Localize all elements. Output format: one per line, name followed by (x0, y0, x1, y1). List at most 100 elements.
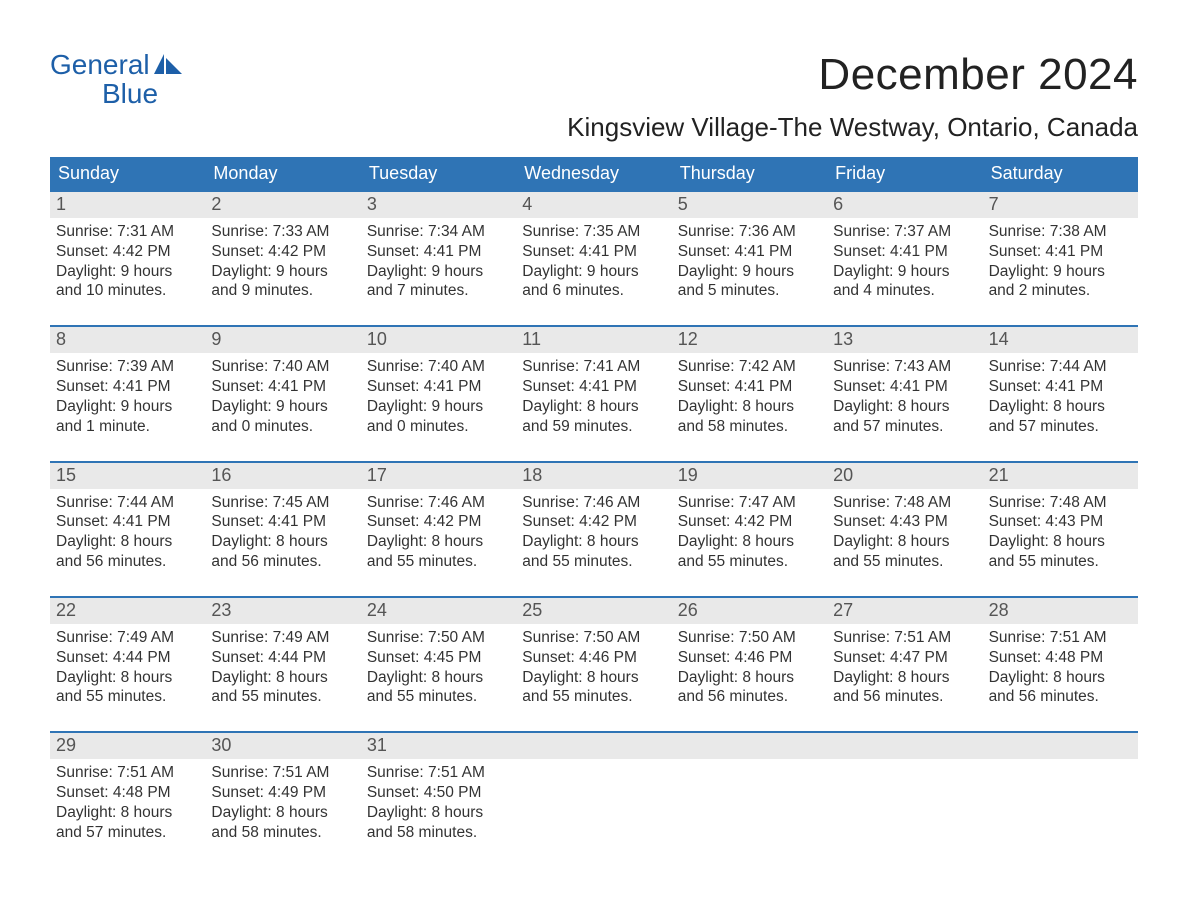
sunrise-line: Sunrise: 7:37 AM (833, 222, 976, 242)
sunset-line: Sunset: 4:46 PM (678, 648, 821, 668)
day-body: Sunrise: 7:44 AMSunset: 4:41 PMDaylight:… (983, 353, 1138, 442)
day-number: 31 (361, 733, 516, 759)
daylight-line: Daylight: 8 hours and 57 minutes. (989, 397, 1132, 437)
sunrise-line: Sunrise: 7:48 AM (989, 493, 1132, 513)
sunrise-line: Sunrise: 7:41 AM (522, 357, 665, 377)
sunset-line: Sunset: 4:44 PM (56, 648, 199, 668)
daylight-line: Daylight: 8 hours and 55 minutes. (211, 668, 354, 708)
day-number: 19 (672, 463, 827, 489)
brand-word2: Blue (102, 78, 158, 109)
day-number: . (516, 733, 671, 759)
brand-word1: General (50, 50, 150, 79)
sunset-line: Sunset: 4:41 PM (211, 377, 354, 397)
daylight-line: Daylight: 8 hours and 57 minutes. (833, 397, 976, 437)
sunrise-line: Sunrise: 7:43 AM (833, 357, 976, 377)
sunrise-line: Sunrise: 7:42 AM (678, 357, 821, 377)
calendar-week: 8Sunrise: 7:39 AMSunset: 4:41 PMDaylight… (50, 325, 1138, 442)
sunrise-line: Sunrise: 7:39 AM (56, 357, 199, 377)
day-number: 18 (516, 463, 671, 489)
day-body: Sunrise: 7:45 AMSunset: 4:41 PMDaylight:… (205, 489, 360, 578)
day-body: Sunrise: 7:34 AMSunset: 4:41 PMDaylight:… (361, 218, 516, 307)
sunrise-line: Sunrise: 7:46 AM (522, 493, 665, 513)
sunrise-line: Sunrise: 7:34 AM (367, 222, 510, 242)
day-body: Sunrise: 7:44 AMSunset: 4:41 PMDaylight:… (50, 489, 205, 578)
sunset-line: Sunset: 4:41 PM (56, 512, 199, 532)
sunrise-line: Sunrise: 7:51 AM (367, 763, 510, 783)
daylight-line: Daylight: 8 hours and 56 minutes. (56, 532, 199, 572)
calendar-day: 29Sunrise: 7:51 AMSunset: 4:48 PMDayligh… (50, 733, 205, 848)
calendar-week: 15Sunrise: 7:44 AMSunset: 4:41 PMDayligh… (50, 461, 1138, 578)
sunset-line: Sunset: 4:41 PM (56, 377, 199, 397)
sunset-line: Sunset: 4:49 PM (211, 783, 354, 803)
calendar-day: 5Sunrise: 7:36 AMSunset: 4:41 PMDaylight… (672, 192, 827, 307)
calendar-day: 25Sunrise: 7:50 AMSunset: 4:46 PMDayligh… (516, 598, 671, 713)
sunset-line: Sunset: 4:41 PM (833, 242, 976, 262)
sunrise-line: Sunrise: 7:44 AM (56, 493, 199, 513)
calendar-day: 19Sunrise: 7:47 AMSunset: 4:42 PMDayligh… (672, 463, 827, 578)
calendar-day: 3Sunrise: 7:34 AMSunset: 4:41 PMDaylight… (361, 192, 516, 307)
day-body: Sunrise: 7:50 AMSunset: 4:45 PMDaylight:… (361, 624, 516, 713)
sunset-line: Sunset: 4:41 PM (211, 512, 354, 532)
calendar-day: . (672, 733, 827, 848)
sunset-line: Sunset: 4:43 PM (989, 512, 1132, 532)
calendar-day: . (827, 733, 982, 848)
daylight-line: Daylight: 9 hours and 0 minutes. (211, 397, 354, 437)
sunset-line: Sunset: 4:43 PM (833, 512, 976, 532)
sunrise-line: Sunrise: 7:51 AM (56, 763, 199, 783)
sunrise-line: Sunrise: 7:44 AM (989, 357, 1132, 377)
day-body: Sunrise: 7:47 AMSunset: 4:42 PMDaylight:… (672, 489, 827, 578)
calendar-day: 28Sunrise: 7:51 AMSunset: 4:48 PMDayligh… (983, 598, 1138, 713)
day-body: Sunrise: 7:46 AMSunset: 4:42 PMDaylight:… (516, 489, 671, 578)
day-number: . (983, 733, 1138, 759)
calendar-day: 24Sunrise: 7:50 AMSunset: 4:45 PMDayligh… (361, 598, 516, 713)
day-of-week-row: SundayMondayTuesdayWednesdayThursdayFrid… (50, 157, 1138, 190)
calendar-day: 17Sunrise: 7:46 AMSunset: 4:42 PMDayligh… (361, 463, 516, 578)
daylight-line: Daylight: 9 hours and 6 minutes. (522, 262, 665, 302)
day-number: 22 (50, 598, 205, 624)
day-number: 13 (827, 327, 982, 353)
calendar-day: 18Sunrise: 7:46 AMSunset: 4:42 PMDayligh… (516, 463, 671, 578)
day-body: Sunrise: 7:37 AMSunset: 4:41 PMDaylight:… (827, 218, 982, 307)
calendar-day: . (516, 733, 671, 848)
sunrise-line: Sunrise: 7:33 AM (211, 222, 354, 242)
day-number: 1 (50, 192, 205, 218)
day-number: . (672, 733, 827, 759)
daylight-line: Daylight: 8 hours and 57 minutes. (56, 803, 199, 843)
daylight-line: Daylight: 8 hours and 58 minutes. (211, 803, 354, 843)
day-body: Sunrise: 7:39 AMSunset: 4:41 PMDaylight:… (50, 353, 205, 442)
daylight-line: Daylight: 9 hours and 2 minutes. (989, 262, 1132, 302)
day-number: 3 (361, 192, 516, 218)
sunset-line: Sunset: 4:46 PM (522, 648, 665, 668)
daylight-line: Daylight: 8 hours and 55 minutes. (833, 532, 976, 572)
day-number: 11 (516, 327, 671, 353)
calendar-day: 4Sunrise: 7:35 AMSunset: 4:41 PMDaylight… (516, 192, 671, 307)
dow-cell: Friday (827, 157, 982, 190)
sunrise-line: Sunrise: 7:51 AM (211, 763, 354, 783)
day-body: Sunrise: 7:43 AMSunset: 4:41 PMDaylight:… (827, 353, 982, 442)
header: General Blue December 2024 Kingsview Vil… (50, 50, 1138, 143)
day-body: Sunrise: 7:35 AMSunset: 4:41 PMDaylight:… (516, 218, 671, 307)
sunset-line: Sunset: 4:44 PM (211, 648, 354, 668)
day-number: 28 (983, 598, 1138, 624)
day-body: Sunrise: 7:51 AMSunset: 4:48 PMDaylight:… (50, 759, 205, 848)
calendar-day: 13Sunrise: 7:43 AMSunset: 4:41 PMDayligh… (827, 327, 982, 442)
calendar-day: 26Sunrise: 7:50 AMSunset: 4:46 PMDayligh… (672, 598, 827, 713)
calendar-day: 15Sunrise: 7:44 AMSunset: 4:41 PMDayligh… (50, 463, 205, 578)
sunset-line: Sunset: 4:41 PM (678, 242, 821, 262)
sunset-line: Sunset: 4:42 PM (367, 512, 510, 532)
sunset-line: Sunset: 4:41 PM (833, 377, 976, 397)
sunset-line: Sunset: 4:48 PM (989, 648, 1132, 668)
sunset-line: Sunset: 4:41 PM (522, 242, 665, 262)
calendar-day: 7Sunrise: 7:38 AMSunset: 4:41 PMDaylight… (983, 192, 1138, 307)
calendar-day: 11Sunrise: 7:41 AMSunset: 4:41 PMDayligh… (516, 327, 671, 442)
sunrise-line: Sunrise: 7:50 AM (678, 628, 821, 648)
day-body: Sunrise: 7:51 AMSunset: 4:48 PMDaylight:… (983, 624, 1138, 713)
daylight-line: Daylight: 8 hours and 56 minutes. (678, 668, 821, 708)
calendar-day: 16Sunrise: 7:45 AMSunset: 4:41 PMDayligh… (205, 463, 360, 578)
sunrise-line: Sunrise: 7:51 AM (833, 628, 976, 648)
sunset-line: Sunset: 4:48 PM (56, 783, 199, 803)
sunrise-line: Sunrise: 7:50 AM (367, 628, 510, 648)
day-number: 24 (361, 598, 516, 624)
calendar-day: 2Sunrise: 7:33 AMSunset: 4:42 PMDaylight… (205, 192, 360, 307)
dow-cell: Tuesday (361, 157, 516, 190)
